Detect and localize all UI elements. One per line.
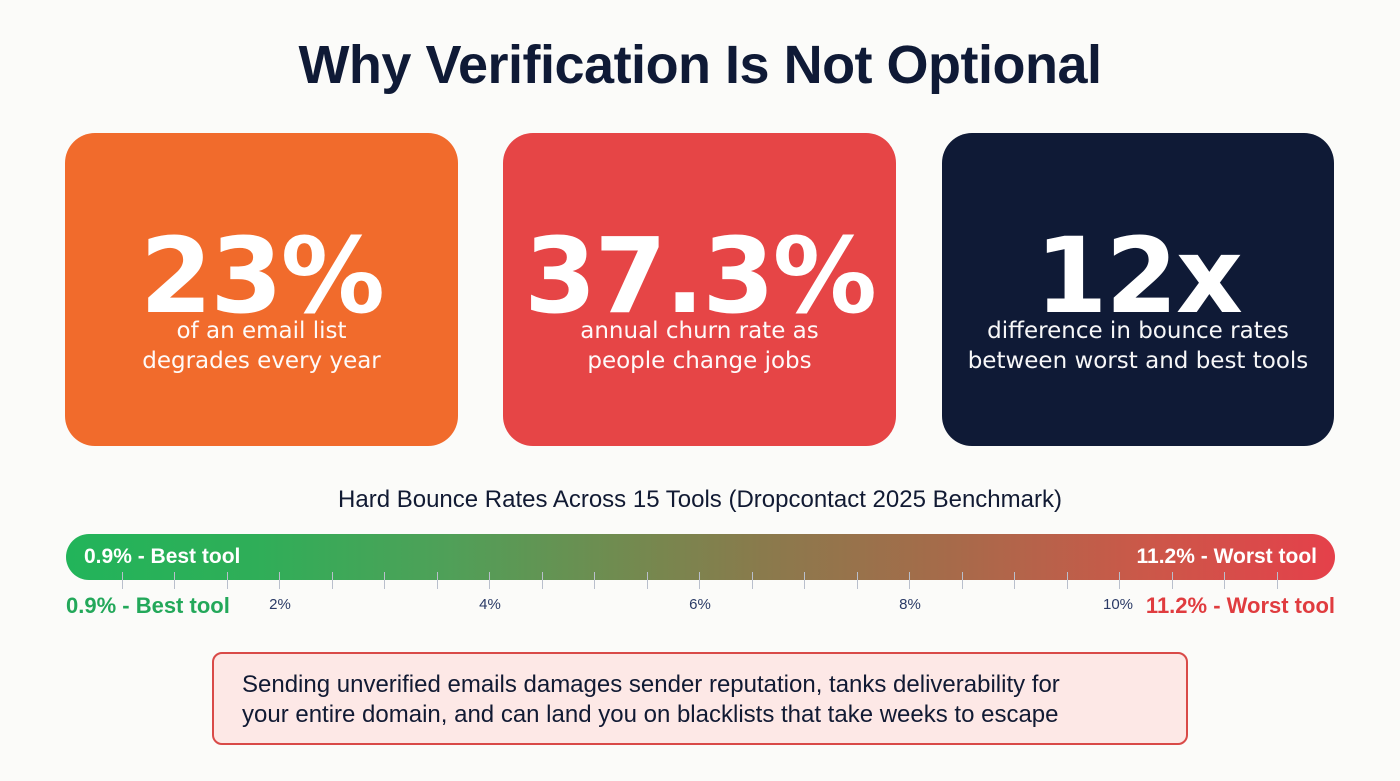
callout-line: your entire domain, and can land you on … [242,701,1059,728]
chart-title: Hard Bounce Rates Across 15 Tools (Dropc… [338,486,1062,513]
stat-description: of an email list degrades every year [65,316,458,376]
stat-description-line: of an email list [176,318,347,344]
axis-tick-label: 8% [899,596,921,613]
page-title: Why Verification Is Not Optional [298,35,1102,95]
stat-description: annual churn rate as people change jobs [503,316,896,376]
stat-description-line: annual churn rate as [580,318,819,344]
axis-tick-label: 4% [479,596,501,613]
stat-value: 12x [1035,215,1243,337]
best-tool-label: 0.9% - Best tool [66,593,230,618]
worst-tool-label: 11.2% - Worst tool [1145,593,1335,618]
stat-description-line: degrades every year [142,348,381,374]
bar-best-label: 0.9% - Best tool [84,545,241,568]
stat-value: 23% [140,215,385,337]
bar-worst-label: 11.2% - Worst tool [1136,545,1317,568]
stat-description-line: difference in bounce rates [987,318,1289,344]
stat-value: 37.3% [524,215,877,337]
stat-card-bounce-difference: 12x difference in bounce rates between w… [942,133,1334,446]
callout-line: Sending unverified emails damages sender… [242,671,1060,698]
axis-tick-label: 2% [269,596,291,613]
stat-description-line: people change jobs [587,348,812,374]
stat-card-churn-rate: 37.3% annual churn rate as people change… [503,133,896,446]
bounce-rate-gradient-bar: 0.9% - Best tool 11.2% - Worst tool [66,534,1335,580]
stat-card-list-degradation: 23% of an email list degrades every year [65,133,458,446]
stat-description-line: between worst and best tools [967,348,1309,374]
stat-description: difference in bounce rates between worst… [942,316,1334,376]
axis-tick-label: 6% [689,596,711,613]
axis-tick-label: 10% [1102,596,1134,613]
warning-callout: Sending unverified emails damages sender… [212,652,1188,745]
